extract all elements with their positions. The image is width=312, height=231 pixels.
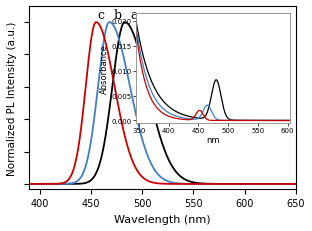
Text: c: c xyxy=(98,9,105,21)
Text: a: a xyxy=(130,9,138,21)
X-axis label: Wavelength (nm): Wavelength (nm) xyxy=(114,214,211,224)
Y-axis label: Normalized PL Intensity (a.u.): Normalized PL Intensity (a.u.) xyxy=(7,21,17,175)
Text: b: b xyxy=(114,9,122,21)
